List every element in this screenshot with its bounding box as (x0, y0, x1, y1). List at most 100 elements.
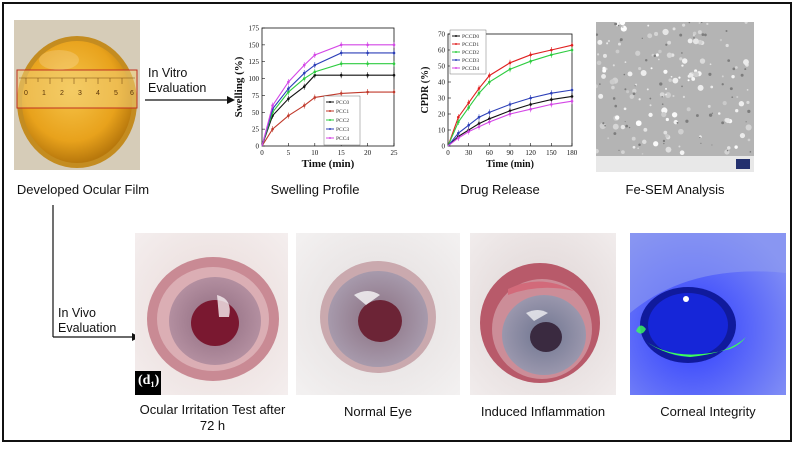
sem-particle (638, 98, 641, 101)
sem-particle (635, 120, 642, 127)
sem-shadow-particle (685, 119, 689, 123)
normal-eye-photo (296, 233, 460, 395)
sem-particle (658, 58, 660, 61)
sem-shadow-particle (624, 88, 627, 91)
sem-particle (621, 25, 624, 28)
sem-shadow-particle (649, 97, 652, 100)
ocular-film-photo: 0 1 2 3 4 5 6 (14, 20, 140, 170)
sem-particle (725, 43, 729, 48)
data-point (339, 62, 343, 66)
legend-marker (455, 67, 457, 69)
sem-shadow-particle (740, 73, 744, 77)
data-point (488, 120, 491, 124)
data-point (477, 87, 481, 90)
sem-particle (706, 22, 709, 26)
sem-shadow-particle (704, 33, 707, 37)
sem-particle (743, 59, 749, 65)
data-point (477, 125, 481, 129)
sem-shadow-particle (628, 126, 631, 129)
data-point (529, 59, 532, 63)
legend-marker (329, 101, 331, 103)
sem-particle (661, 111, 667, 118)
sem-shadow-particle (711, 112, 714, 114)
sem-image (596, 22, 754, 172)
sem-particle (746, 89, 749, 91)
sem-particle (735, 109, 739, 113)
sem-shadow-particle (613, 132, 617, 136)
data-point (392, 62, 396, 66)
data-point (287, 80, 290, 84)
y-tick-label: 0 (256, 143, 260, 151)
sem-particle (739, 132, 746, 139)
x-tick-label: 25 (391, 149, 399, 157)
data-point (392, 51, 396, 55)
sem-particle (725, 118, 731, 124)
data-point (550, 91, 553, 95)
sem-particle (637, 147, 639, 150)
sem-particle (623, 107, 627, 111)
sem-particle (602, 66, 606, 71)
data-point (339, 43, 343, 47)
y-tick-label: 10 (438, 127, 446, 135)
sem-shadow-particle (700, 142, 702, 144)
sem-particle (614, 115, 620, 120)
data-point (457, 115, 460, 119)
sem-particle (717, 112, 721, 115)
sem-shadow-particle (747, 109, 751, 113)
data-point (271, 104, 274, 107)
data-point (570, 95, 574, 98)
data-point (457, 131, 460, 135)
data-point (488, 111, 491, 114)
y-tick-label: 0 (442, 143, 446, 151)
sem-particle (640, 70, 647, 76)
legend-marker (329, 110, 331, 112)
sem-particle (721, 75, 724, 78)
x-axis-label: Time (min) (302, 158, 355, 170)
data-point (313, 63, 317, 67)
data-point (550, 48, 553, 52)
data-point (339, 73, 343, 77)
sem-shadow-particle (662, 139, 666, 143)
sem-shadow-particle (731, 96, 734, 99)
legend-label: PCCD4 (462, 66, 479, 72)
sem-particle (620, 25, 627, 32)
data-point (529, 107, 532, 111)
data-point (366, 51, 369, 55)
sem-particle (662, 28, 669, 36)
panel-label-d1: (d₁) (138, 373, 160, 388)
sem-particle (619, 22, 626, 26)
sem-particle (629, 94, 635, 99)
sem-particle (597, 53, 600, 56)
sem-particle (668, 78, 672, 82)
data-point (570, 99, 574, 103)
sem-shadow-particle (676, 121, 679, 124)
sem-shadow-particle (693, 36, 695, 39)
sem-shadow-particle (634, 85, 636, 87)
sem-shadow-particle (618, 149, 620, 151)
sem-particle (658, 49, 662, 54)
sem-particle (681, 64, 684, 67)
sem-particle (678, 76, 681, 79)
sem-shadow-particle (721, 83, 724, 86)
data-point (313, 73, 317, 77)
sem-particle (667, 40, 672, 45)
sem-shadow-particle (744, 68, 747, 71)
data-point (302, 63, 306, 67)
sem-particle (655, 53, 659, 57)
sem-shadow-particle (614, 104, 618, 108)
y-tick-label: 125 (249, 58, 260, 66)
sem-particle (734, 66, 738, 69)
legend-label: PCCD3 (462, 58, 479, 64)
data-point (488, 74, 491, 77)
data-point (287, 114, 290, 117)
sem-particle (631, 136, 636, 141)
sem-particle (635, 83, 638, 86)
y-tick-label: 175 (249, 25, 260, 33)
data-point (550, 53, 553, 57)
data-point (467, 130, 470, 133)
data-point (302, 71, 306, 75)
sem-particle (688, 72, 694, 78)
legend-label: PCC0 (336, 100, 349, 106)
sem-particle (687, 79, 690, 82)
legend-marker (455, 35, 457, 37)
